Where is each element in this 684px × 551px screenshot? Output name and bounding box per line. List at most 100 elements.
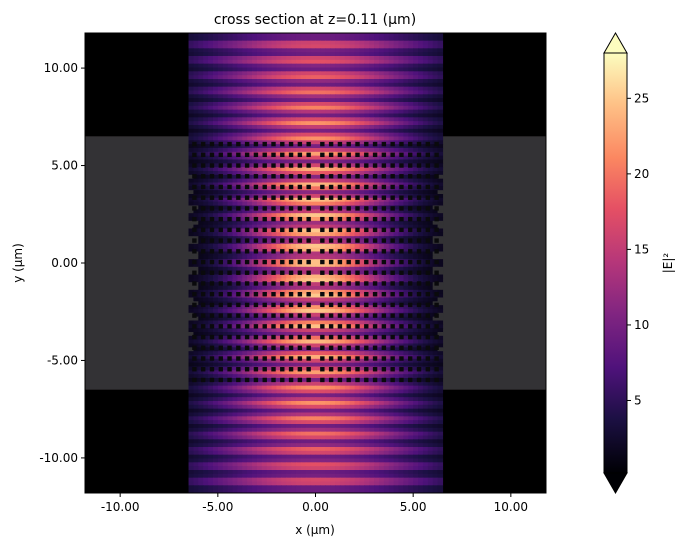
- field-cell: [242, 36, 248, 42]
- field-cell: [437, 381, 444, 387]
- field-cell: [398, 362, 404, 368]
- field-cell: [339, 128, 346, 134]
- field-cell: [403, 286, 409, 291]
- field-cell: [315, 282, 321, 287]
- field-cell: [266, 347, 273, 352]
- field-cell: [325, 102, 331, 107]
- field-cell: [266, 228, 273, 233]
- field-cell: [242, 266, 248, 272]
- field-cell: [208, 67, 214, 72]
- field-cell: [344, 75, 351, 80]
- field-cell: [208, 309, 214, 314]
- field-cell: [413, 247, 419, 253]
- field-cell: [300, 282, 307, 287]
- field-cell: [286, 220, 292, 226]
- field-cell: [354, 40, 361, 46]
- field-cell: [393, 82, 400, 88]
- field-cell: [276, 144, 282, 149]
- field-cell: [295, 36, 302, 42]
- field-cell: [252, 339, 258, 345]
- field-cell: [359, 75, 365, 80]
- field-cell: [403, 355, 409, 360]
- field-cell: [437, 309, 444, 314]
- field-cell: [256, 128, 263, 134]
- field-cell: [203, 362, 209, 368]
- field-cell: [408, 102, 414, 107]
- field-cell: [393, 335, 400, 341]
- field-cell: [247, 48, 253, 53]
- field-cell: [198, 33, 204, 38]
- field-cell: [344, 385, 351, 391]
- field-cell: [295, 213, 302, 218]
- field-cell: [374, 320, 380, 325]
- field-cell: [310, 86, 317, 92]
- field-cell: [266, 259, 273, 264]
- field-cell: [305, 79, 312, 84]
- field-cell: [256, 355, 263, 360]
- field-cell: [437, 201, 444, 207]
- field-cell: [344, 332, 351, 337]
- field-cell: [359, 98, 365, 103]
- field-cell: [212, 109, 219, 115]
- field-cell: [398, 182, 404, 187]
- field-cell: [354, 167, 361, 172]
- field-cell: [427, 240, 434, 245]
- field-cell: [393, 289, 400, 295]
- field-cell: [266, 63, 273, 69]
- field-cell: [193, 389, 199, 394]
- field-cell: [383, 335, 390, 341]
- field-cell: [364, 167, 370, 172]
- field-cell: [388, 71, 395, 76]
- field-cell: [261, 159, 268, 164]
- field-cell: [403, 228, 409, 233]
- field-cell: [383, 125, 390, 130]
- field-cell: [398, 358, 404, 364]
- field-cell: [354, 63, 361, 69]
- field-cell: [286, 155, 292, 161]
- field-cell: [276, 374, 282, 379]
- field-cell: [320, 102, 326, 107]
- field-cell: [310, 201, 317, 207]
- field-cell: [310, 190, 317, 195]
- field-cell: [291, 140, 297, 145]
- field-cell: [369, 217, 375, 222]
- field-cell: [427, 205, 434, 210]
- field-cell: [291, 56, 297, 61]
- field-cell: [252, 305, 258, 310]
- field-cell: [359, 90, 365, 95]
- field-cell: [354, 44, 361, 49]
- field-cell: [418, 255, 424, 260]
- field-cell: [256, 385, 263, 391]
- field-cell: [222, 128, 229, 134]
- field-cell: [310, 385, 317, 391]
- field-cell: [330, 52, 336, 57]
- field-cell: [193, 79, 199, 84]
- field-cell: [330, 90, 336, 95]
- field-cell: [198, 136, 204, 141]
- field-cell: [325, 347, 331, 352]
- field-cell: [217, 113, 224, 118]
- field-cell: [413, 293, 419, 299]
- field-cell: [320, 109, 326, 115]
- field-cell: [354, 159, 361, 164]
- field-cell: [408, 190, 414, 195]
- field-cell: [364, 40, 370, 46]
- field-cell: [320, 351, 326, 356]
- field-cell: [227, 243, 234, 249]
- field-cell: [398, 374, 404, 379]
- field-cell: [208, 90, 214, 95]
- field-cell: [349, 48, 356, 53]
- field-cell: [232, 121, 238, 126]
- field-cell: [266, 155, 273, 161]
- field-cell: [256, 197, 263, 203]
- field-cell: [310, 197, 317, 203]
- field-cell: [188, 278, 195, 283]
- field-cell: [344, 251, 351, 256]
- field-cell: [276, 274, 282, 279]
- field-cell: [418, 374, 424, 379]
- field-cell: [300, 82, 307, 88]
- field-cell: [300, 243, 307, 249]
- field-cell: [325, 251, 331, 256]
- field-cell: [203, 232, 209, 237]
- field-cell: [286, 209, 292, 214]
